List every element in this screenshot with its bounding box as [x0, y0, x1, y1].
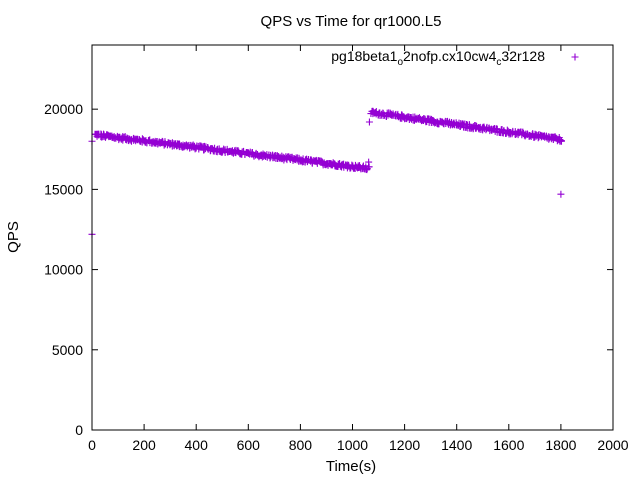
x-tick-label: 800 — [289, 437, 313, 453]
x-tick-label: 1200 — [389, 437, 420, 453]
y-axis-ticks: 0 5000 10000 15000 20000 — [44, 101, 613, 438]
data-point — [298, 157, 306, 165]
data-point — [365, 118, 373, 126]
x-axis-ticks: 0 200 400 600 800 1000 1200 1400 1600 1800 2000 — [88, 45, 629, 453]
legend-series-label: pg18beta1o2nofp.cx10cw4c32r128 — [331, 48, 545, 68]
data-point — [317, 157, 325, 165]
x-tick-label: 1800 — [545, 437, 576, 453]
y-tick-label: 15000 — [44, 181, 83, 197]
x-tick-label: 600 — [237, 437, 261, 453]
plot-frame — [91, 44, 614, 431]
x-tick-label: 1600 — [493, 437, 524, 453]
x-tick-label: 0 — [88, 437, 96, 453]
x-tick-label: 1400 — [441, 437, 472, 453]
data-point — [382, 112, 390, 120]
y-tick-label: 5000 — [52, 342, 83, 358]
legend-marker-symbol — [571, 53, 579, 61]
y-tick-label: 10000 — [44, 262, 83, 278]
x-tick-label: 2000 — [597, 437, 628, 453]
x-axis-label: Time(s) — [326, 458, 376, 475]
y-axis-label: QPS — [5, 221, 22, 253]
chart-title: QPS vs Time for qr1000.L5 — [261, 13, 442, 30]
x-tick-label: 400 — [185, 437, 209, 453]
y-tick-label: 0 — [75, 422, 83, 438]
x-tick-label: 1000 — [337, 437, 368, 453]
data-point — [557, 137, 565, 145]
y-tick-label: 20000 — [44, 101, 83, 117]
data-points — [88, 107, 565, 238]
data-point — [365, 158, 373, 166]
x-tick-label: 200 — [132, 437, 156, 453]
legend: pg18beta1o2nofp.cx10cw4c32r128 — [331, 48, 579, 68]
data-point — [557, 190, 565, 198]
legend-marker — [571, 53, 579, 61]
